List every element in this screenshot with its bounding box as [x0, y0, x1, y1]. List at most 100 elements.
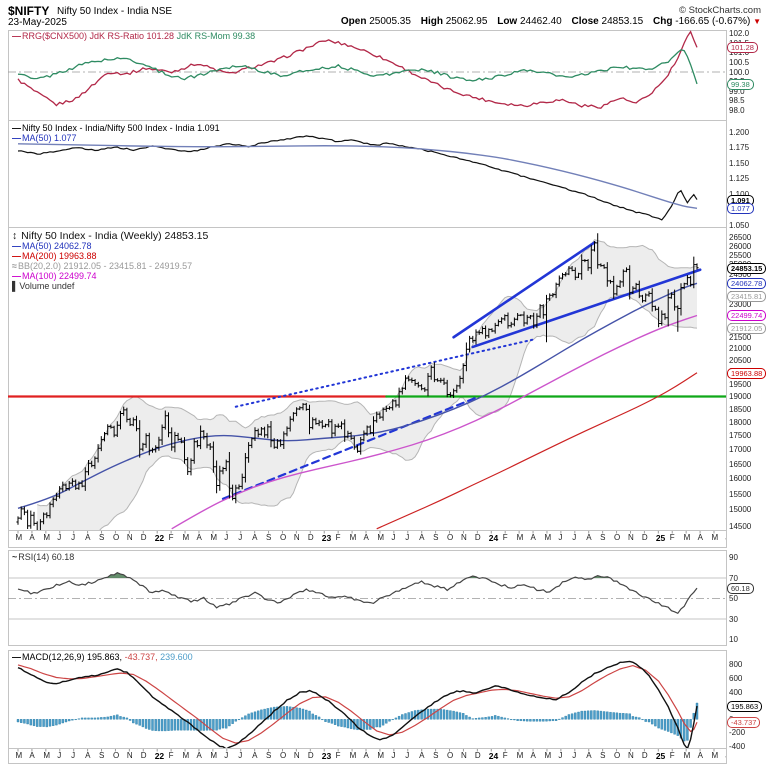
xaxis-month-label: M [43, 751, 50, 760]
xaxis-month-label: A [586, 751, 592, 760]
xaxis-month-label: O [279, 533, 287, 542]
xaxis-month-label: M [544, 533, 552, 542]
xaxis-month-label: J [405, 533, 410, 542]
xaxis-month-label: O [614, 751, 621, 760]
xaxis-month-label: J [572, 533, 577, 542]
price-axis-tick-label: 18000 [729, 417, 752, 427]
chart-header: $NIFTY Nifty 50 Index - India NSE © Stoc… [0, 0, 768, 28]
xaxis-month-label: J [238, 751, 243, 760]
xaxis-month-label: N [293, 751, 300, 760]
ohlc-quote-line: Open 25005.35 High 25062.95 Low 24462.40… [334, 16, 761, 27]
price-value-pill: 19963.88 [727, 367, 767, 379]
ratio-axis-tick-label: 1.175 [729, 143, 750, 152]
xaxis-month-label: J [572, 751, 577, 760]
xaxis-year-label: 23 [321, 533, 332, 543]
price-axis-tick-label: 17500 [729, 431, 752, 441]
bb-lower-line [99, 293, 698, 530]
rsi-line [17, 572, 698, 615]
low-value: 24462.40 [520, 16, 562, 27]
macd-axis-tick-label: 800 [729, 660, 743, 670]
open-value: 25005.35 [369, 16, 411, 27]
xaxis-month-label: A [530, 533, 536, 542]
xaxis-month-label: J [57, 751, 62, 760]
xaxis-month-label: O [447, 533, 454, 542]
rrg-axis-tick-label: 100.0 [729, 67, 750, 77]
xaxis-month-label: J [71, 751, 76, 760]
xaxis-month-label: D [140, 751, 147, 760]
xaxis-month-label: N [460, 751, 467, 760]
xaxis-month-label: N [293, 533, 300, 542]
rrg-rs-mom-line [17, 49, 698, 85]
ratio-ma50-line [17, 143, 698, 209]
xaxis-month-label: D [307, 751, 314, 760]
xaxis-month-label: J [224, 533, 229, 542]
stockcharts-credit: © StockCharts.com [679, 5, 761, 16]
ma100-line [171, 314, 698, 530]
xaxis-month-label: D [641, 751, 648, 760]
xaxis-month-label: S [433, 533, 439, 542]
rrg-panel-frame [8, 30, 727, 121]
macd-value-pill: -43.737 [727, 717, 761, 729]
price-axis-tick-label: 16000 [729, 474, 752, 484]
annotation-wedge-upper [452, 241, 596, 339]
close-value: 24853.15 [601, 16, 644, 27]
xaxis-month-label: F [502, 533, 508, 542]
ma200-line [376, 372, 698, 530]
xaxis-month-label: S [266, 751, 272, 760]
bottom-xaxis-strip: M A M J J A S O N D 22 F M A M J J A S O N D 23 F M A M J J A S O N D 24 F M… [8, 748, 727, 764]
rsi-axis-tick-label: 10 [729, 635, 738, 644]
xaxis-month-label: D [140, 533, 147, 542]
xaxis-month-label: N [627, 533, 634, 542]
xaxis-month-label: A [196, 751, 202, 760]
xaxis-year-label: 24 [488, 751, 499, 761]
rsi-axis-tick-label: 30 [729, 614, 738, 624]
price-value-pill: 24853.15 [727, 262, 767, 274]
price-axis-tick-label: 18500 [729, 404, 752, 414]
ratio-line [17, 135, 698, 221]
xaxis-month-label: A [530, 751, 536, 760]
macd-line [17, 660, 698, 748]
xaxis-month-label: S [99, 751, 105, 760]
xaxis-month-label: M [683, 533, 691, 542]
annotation-wedge-lower [471, 268, 702, 349]
xaxis-month-label: A [363, 751, 369, 760]
price-value-pill: 23415.81 [727, 291, 767, 303]
ratio-panel [17, 135, 698, 221]
xaxis-year-label: 23 [321, 751, 332, 761]
close-label: Close [571, 16, 599, 27]
price-axis-tick-label: 26000 [729, 241, 752, 251]
price-axis-tick-label: 23000 [729, 300, 752, 310]
xaxis-month-label: A [252, 751, 258, 760]
xaxis-month-label: A [85, 533, 91, 542]
rrg-axis-tick-label: 98.0 [729, 106, 745, 115]
price-axis-tick-label: 24500 [729, 270, 752, 280]
price-axis-tick-label: 19500 [729, 379, 752, 389]
ratio-axis-tick-label: 1.050 [729, 220, 750, 230]
ratio-axis-tick-label: 1.200 [729, 127, 750, 137]
price-axis-tick-label: 21000 [729, 344, 752, 354]
xaxis-month-label: A [419, 751, 425, 760]
annotation-dotted-uptrend [234, 338, 535, 408]
rrg-value-pill: 99.38 [727, 78, 754, 90]
chart-date: 23-May-2025 [8, 17, 67, 28]
xaxis-year-label: 24 [488, 533, 499, 543]
annotation-dashed-uptrend [221, 396, 478, 500]
xaxis-month-label: M [544, 751, 552, 760]
xaxis-month-label: S [433, 751, 439, 760]
xaxis-month-label: J [71, 533, 76, 542]
xaxis-month-label: A [29, 751, 35, 760]
xaxis-month-label: D [307, 533, 314, 542]
xaxis-month-label: M [516, 533, 524, 542]
chg-label: Chg [653, 16, 673, 27]
high-label: High [420, 16, 443, 27]
macd-axis-tick-label: -400 [729, 742, 746, 751]
xaxis-month-label: S [600, 751, 606, 760]
xaxis-year-label: 25 [655, 751, 666, 761]
price-axis-tick-label: 16500 [729, 459, 752, 469]
xaxis-month-label: A [697, 533, 703, 542]
bb-band-fill [37, 239, 697, 530]
xaxis-year-label: 22 [154, 751, 165, 761]
xaxis-month-label: J [558, 533, 563, 542]
rrg-rs-ratio-line [17, 30, 698, 109]
